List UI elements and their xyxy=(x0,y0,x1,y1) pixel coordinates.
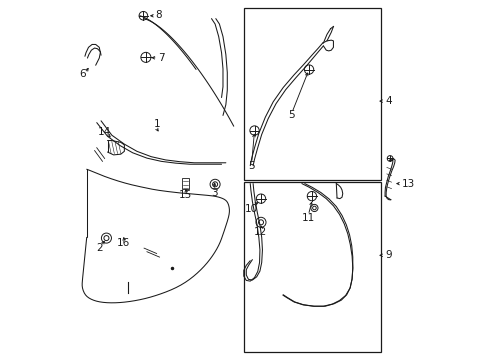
Bar xyxy=(244,182,380,352)
Text: 5: 5 xyxy=(248,161,254,171)
Text: 13: 13 xyxy=(402,179,415,189)
Text: 11: 11 xyxy=(301,213,314,222)
Text: 8: 8 xyxy=(155,10,162,20)
Text: 15: 15 xyxy=(178,190,192,200)
Text: 7: 7 xyxy=(158,53,165,63)
Bar xyxy=(244,8,380,180)
Text: 12: 12 xyxy=(253,227,267,237)
Text: 9: 9 xyxy=(385,250,391,260)
Text: 16: 16 xyxy=(117,238,130,248)
Bar xyxy=(182,178,188,189)
Text: 1: 1 xyxy=(153,120,160,129)
Text: 14: 14 xyxy=(98,127,111,136)
Text: 6: 6 xyxy=(79,69,85,79)
Text: 5: 5 xyxy=(288,111,295,121)
Text: 10: 10 xyxy=(244,204,258,214)
Text: 4: 4 xyxy=(385,96,391,106)
Text: 3: 3 xyxy=(210,188,217,198)
Text: 2: 2 xyxy=(96,243,102,253)
